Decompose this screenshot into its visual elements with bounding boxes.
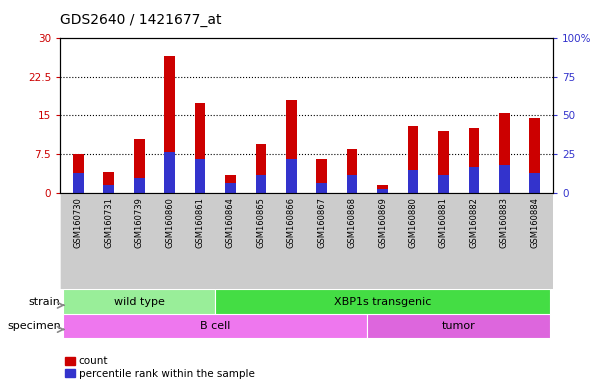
Text: GDS2640 / 1421677_at: GDS2640 / 1421677_at xyxy=(60,13,222,27)
Text: GSM160869: GSM160869 xyxy=(378,197,387,248)
Bar xyxy=(63,290,215,314)
Bar xyxy=(529,118,540,192)
Bar xyxy=(316,182,327,192)
Bar xyxy=(134,139,144,192)
Text: GSM160860: GSM160860 xyxy=(165,197,174,248)
Bar xyxy=(195,103,206,192)
Bar xyxy=(195,159,206,192)
Bar xyxy=(134,178,144,192)
Bar xyxy=(438,131,449,192)
Text: wild type: wild type xyxy=(114,296,165,306)
Text: XBP1s transgenic: XBP1s transgenic xyxy=(334,296,432,306)
Text: GSM160881: GSM160881 xyxy=(439,197,448,248)
Bar xyxy=(225,182,236,192)
Bar xyxy=(255,175,266,192)
Bar xyxy=(164,152,175,192)
Text: GSM160880: GSM160880 xyxy=(409,197,418,248)
Bar xyxy=(316,159,327,192)
Bar xyxy=(103,172,114,192)
Bar xyxy=(377,189,388,192)
Bar xyxy=(377,185,388,192)
Text: GSM160739: GSM160739 xyxy=(135,197,144,248)
Bar xyxy=(407,170,418,192)
Bar xyxy=(73,154,84,192)
Bar xyxy=(347,149,358,192)
Text: GSM160884: GSM160884 xyxy=(530,197,539,248)
Text: GSM160864: GSM160864 xyxy=(226,197,235,248)
Bar xyxy=(469,167,479,192)
Text: B cell: B cell xyxy=(200,321,230,331)
Bar xyxy=(255,144,266,192)
Bar xyxy=(215,290,550,314)
Text: GSM160730: GSM160730 xyxy=(74,197,83,248)
Bar xyxy=(499,113,510,192)
Bar xyxy=(63,314,367,338)
Bar xyxy=(347,175,358,192)
Bar xyxy=(407,126,418,192)
Bar xyxy=(225,175,236,192)
Text: GSM160731: GSM160731 xyxy=(105,197,113,248)
Bar xyxy=(469,128,479,192)
Bar xyxy=(499,165,510,192)
Bar xyxy=(286,100,297,192)
Bar xyxy=(103,185,114,192)
Text: GSM160868: GSM160868 xyxy=(347,197,356,248)
Legend: count, percentile rank within the sample: count, percentile rank within the sample xyxy=(66,356,255,379)
Text: strain: strain xyxy=(29,296,61,306)
Bar xyxy=(529,172,540,192)
Text: GSM160883: GSM160883 xyxy=(500,197,508,248)
Bar xyxy=(438,175,449,192)
Text: GSM160882: GSM160882 xyxy=(469,197,478,248)
Text: specimen: specimen xyxy=(7,321,61,331)
Bar xyxy=(73,172,84,192)
Text: GSM160866: GSM160866 xyxy=(287,197,296,248)
Text: tumor: tumor xyxy=(442,321,475,331)
Bar xyxy=(367,314,550,338)
Bar xyxy=(164,56,175,192)
Text: GSM160867: GSM160867 xyxy=(317,197,326,248)
Text: GSM160861: GSM160861 xyxy=(195,197,204,248)
Bar xyxy=(286,159,297,192)
Text: GSM160865: GSM160865 xyxy=(257,197,266,248)
